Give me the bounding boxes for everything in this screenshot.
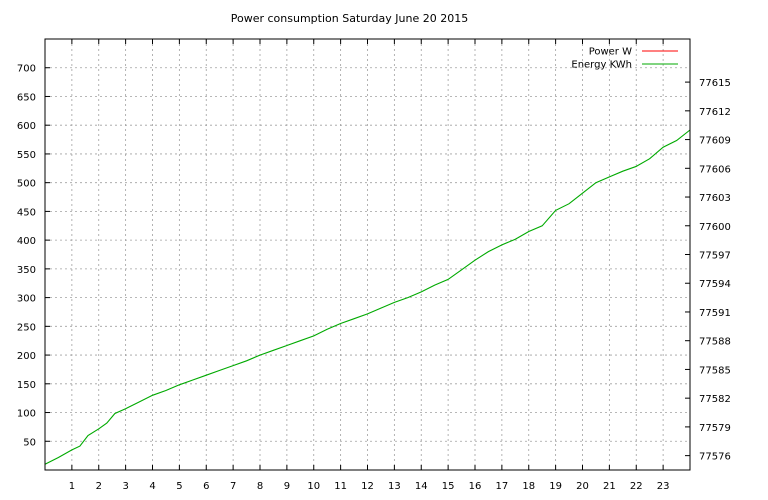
x-tick-label: 8 xyxy=(257,481,263,492)
y-tick-label: 600 xyxy=(17,121,36,132)
x-tick-label: 22 xyxy=(630,481,643,492)
legend-label: Energy KWh xyxy=(571,60,632,71)
y2-tick-label: 77600 xyxy=(699,222,731,233)
y2-tick-label: 77603 xyxy=(699,193,731,204)
y2-tick-label: 77606 xyxy=(699,164,731,175)
y-tick-label: 250 xyxy=(17,322,36,333)
x-tick-label: 1 xyxy=(69,481,75,492)
y2-tick-label: 77612 xyxy=(699,107,731,118)
x-tick-label: 20 xyxy=(576,481,589,492)
y-tick-label: 550 xyxy=(17,150,36,161)
y-tick-label: 300 xyxy=(17,294,36,305)
x-tick-label: 4 xyxy=(149,481,155,492)
x-tick-label: 11 xyxy=(334,481,347,492)
y2-tick-label: 77585 xyxy=(699,365,731,376)
y-tick-label: 500 xyxy=(17,179,36,190)
y-tick-label: 650 xyxy=(17,92,36,103)
x-tick-label: 16 xyxy=(469,481,482,492)
y2-tick-label: 77576 xyxy=(699,452,731,463)
x-tick-label: 13 xyxy=(388,481,401,492)
y2-tick-label: 77588 xyxy=(699,337,731,348)
x-tick-label: 14 xyxy=(415,481,428,492)
y2-tick-label: 77579 xyxy=(699,423,731,434)
y-tick-label: 200 xyxy=(17,351,36,362)
legend-label: Power W xyxy=(589,47,632,58)
legend: Power W Energy KWh xyxy=(571,47,678,71)
x-tick-label: 6 xyxy=(203,481,209,492)
y-tick-label: 150 xyxy=(17,380,36,391)
x-tick-label: 7 xyxy=(230,481,236,492)
x-tick-label: 2 xyxy=(96,481,102,492)
x-tick-label: 15 xyxy=(442,481,455,492)
series-layer xyxy=(44,129,691,465)
y-tick-label: 700 xyxy=(17,64,36,75)
y-tick-label: 450 xyxy=(17,207,36,218)
tick-layer: 1 2 3 4 5 6 7 8 9 10 11 12 13 14 15 16 17 18 19 20 21 22 23501… xyxy=(17,39,731,492)
x-tick-label: 19 xyxy=(549,481,562,492)
y-tick-label: 100 xyxy=(17,409,36,420)
y-tick-label: 350 xyxy=(17,265,36,276)
y2-tick-label: 77594 xyxy=(699,279,731,290)
x-tick-label: 3 xyxy=(122,481,128,492)
x-tick-label: 23 xyxy=(657,481,670,492)
x-tick-label: 17 xyxy=(496,481,509,492)
y2-tick-label: 77615 xyxy=(699,78,731,89)
x-tick-label: 18 xyxy=(522,481,535,492)
y-tick-label: 50 xyxy=(23,437,36,448)
y2-tick-label: 77582 xyxy=(699,394,731,405)
y2-tick-label: 77609 xyxy=(699,136,731,147)
y-tick-label: 400 xyxy=(17,236,36,247)
chart-title: Power consumption Saturday June 20 2015 xyxy=(231,12,468,25)
y2-tick-label: 77591 xyxy=(699,308,731,319)
x-tick-label: 5 xyxy=(176,481,182,492)
y2-tick-label: 77597 xyxy=(699,251,731,262)
grid-layer xyxy=(45,39,690,470)
series-line-1 xyxy=(44,129,691,465)
x-tick-label: 10 xyxy=(307,481,320,492)
x-tick-label: 12 xyxy=(361,481,374,492)
x-tick-label: 21 xyxy=(603,481,616,492)
x-tick-label: 9 xyxy=(284,481,290,492)
